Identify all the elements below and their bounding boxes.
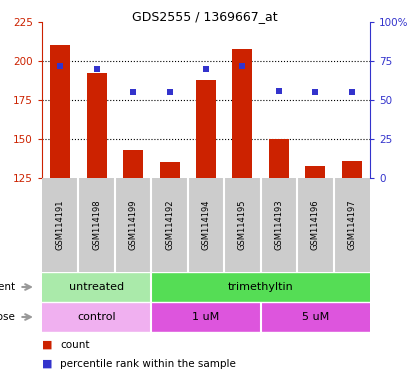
Text: GSM114198: GSM114198 bbox=[92, 200, 101, 250]
Text: GSM114196: GSM114196 bbox=[310, 200, 319, 250]
Text: dose: dose bbox=[0, 312, 15, 322]
Text: control: control bbox=[77, 312, 116, 322]
Text: GSM114199: GSM114199 bbox=[128, 200, 137, 250]
Text: GDS2555 / 1369667_at: GDS2555 / 1369667_at bbox=[132, 10, 277, 23]
Text: GSM114197: GSM114197 bbox=[346, 200, 355, 250]
Bar bbox=[260, 302, 369, 332]
Text: GSM114192: GSM114192 bbox=[165, 200, 174, 250]
Bar bbox=[232, 48, 252, 178]
Text: 1 uM: 1 uM bbox=[192, 312, 219, 322]
Bar bbox=[305, 166, 325, 178]
Bar bbox=[42, 272, 151, 302]
Text: untreated: untreated bbox=[69, 282, 124, 292]
Bar bbox=[42, 302, 151, 332]
Bar bbox=[123, 150, 143, 178]
Text: ■: ■ bbox=[42, 359, 52, 369]
Text: GSM114194: GSM114194 bbox=[201, 200, 210, 250]
Text: ■: ■ bbox=[42, 340, 52, 350]
Text: 5 uM: 5 uM bbox=[301, 312, 328, 322]
Text: GSM114195: GSM114195 bbox=[237, 200, 246, 250]
Bar bbox=[196, 80, 216, 178]
Text: agent: agent bbox=[0, 282, 15, 292]
Text: GSM114193: GSM114193 bbox=[274, 200, 283, 250]
Bar bbox=[151, 302, 260, 332]
Bar bbox=[50, 45, 70, 178]
Bar bbox=[341, 161, 361, 178]
Text: count: count bbox=[60, 340, 90, 350]
Text: percentile rank within the sample: percentile rank within the sample bbox=[60, 359, 236, 369]
Bar bbox=[151, 272, 369, 302]
Bar bbox=[86, 73, 106, 178]
Text: trimethyltin: trimethyltin bbox=[227, 282, 293, 292]
Text: GSM114191: GSM114191 bbox=[56, 200, 65, 250]
Bar bbox=[268, 139, 288, 178]
Bar bbox=[159, 162, 179, 178]
